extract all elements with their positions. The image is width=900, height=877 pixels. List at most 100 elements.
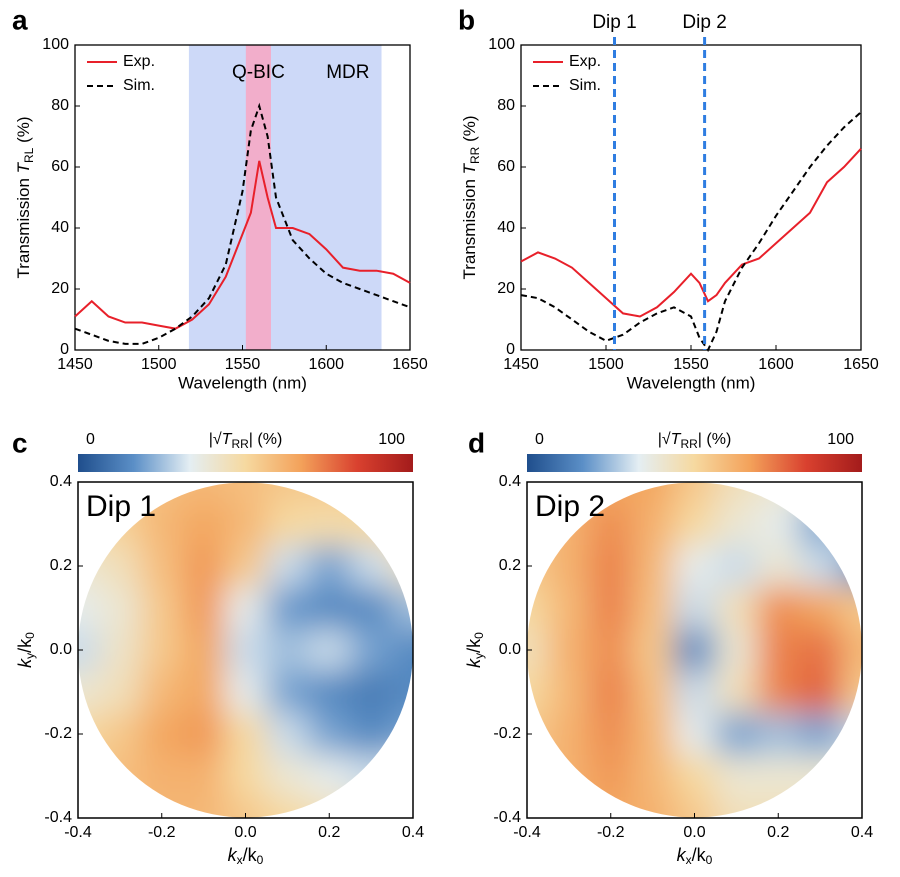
heat-cell — [224, 587, 268, 630]
heat-cell — [757, 713, 801, 756]
heat-cell — [392, 713, 413, 756]
heat-cell — [547, 797, 591, 818]
label-part: x — [237, 853, 243, 867]
heat-cell — [841, 587, 862, 630]
y-tick-label: 0.4 — [50, 473, 72, 490]
x-axis-label: kx/k0 — [677, 845, 713, 867]
heatmap — [78, 482, 413, 818]
colorbar — [527, 454, 862, 472]
y-tick-label: 20 — [497, 280, 515, 297]
y-tick-label: 40 — [497, 219, 515, 236]
heat-cell — [98, 587, 142, 630]
heat-cell — [799, 545, 843, 588]
heat-cell — [392, 545, 413, 588]
x-tick-label: 1500 — [141, 356, 177, 373]
heat-cell — [308, 671, 352, 714]
panel-letter: d — [468, 427, 485, 458]
x-axis-label: Wavelength (nm) — [627, 373, 756, 392]
label-part: T — [14, 161, 33, 173]
heat-cell — [78, 755, 100, 798]
heat-cell — [182, 755, 226, 798]
x-tick-label: -0.4 — [513, 824, 541, 841]
heat-cell — [350, 755, 394, 798]
colorbar — [78, 454, 413, 472]
x-tick-label: 1500 — [588, 356, 624, 373]
heat-cell — [589, 587, 633, 630]
x-tick-label: 1550 — [225, 356, 261, 373]
heat-cell — [715, 503, 759, 546]
heat-cell — [350, 545, 394, 588]
label-part: Transmission — [460, 174, 479, 279]
y-tick-label: 0 — [506, 341, 515, 358]
y-tick-label: 0.2 — [499, 557, 521, 574]
heat-cell — [266, 797, 310, 818]
heat-cell — [757, 755, 801, 798]
y-tick-label: 100 — [42, 36, 69, 53]
label-part: T — [671, 431, 682, 448]
heat-cell — [182, 587, 226, 630]
heat-cell — [631, 587, 675, 630]
heat-cell — [266, 503, 310, 546]
heat-cell — [757, 629, 801, 672]
heat-cell — [266, 755, 310, 798]
x-tick-label: 0.4 — [402, 824, 424, 841]
marker-label: Dip 1 — [592, 12, 636, 33]
heat-cell — [392, 503, 413, 546]
legend-label: Sim. — [569, 77, 601, 94]
heat-cell — [715, 587, 759, 630]
heat-cell — [350, 503, 394, 546]
colorbar-label: |√TRR| (%) — [658, 431, 732, 451]
label-part: Transmission — [14, 173, 33, 278]
legend-label: Exp. — [569, 53, 601, 70]
heatmap-cells — [527, 482, 862, 818]
heat-cell — [182, 671, 226, 714]
x-tick-label: 1650 — [392, 356, 428, 373]
band — [188, 45, 382, 350]
label-part: (%) — [460, 115, 479, 146]
heat-cell — [308, 629, 352, 672]
heat-cell — [673, 503, 717, 546]
y-axis-label: ky/k0 — [464, 632, 486, 668]
heat-cell — [589, 671, 633, 714]
heat-cell — [631, 797, 675, 818]
heat-cell — [841, 713, 862, 756]
heat-cell — [799, 671, 843, 714]
heat-cell — [392, 755, 413, 798]
heat-cell — [841, 503, 862, 546]
label-part: T — [460, 162, 479, 174]
legend-label: Exp. — [123, 53, 155, 70]
heat-cell — [78, 671, 100, 714]
heat-cell — [350, 629, 394, 672]
heat-cell — [673, 755, 717, 798]
heat-cell — [350, 671, 394, 714]
x-tick-label: 0.2 — [318, 824, 340, 841]
x-tick-label: -0.4 — [64, 824, 92, 841]
heat-cell — [308, 503, 352, 546]
y-tick-label: 60 — [497, 158, 515, 175]
heat-cell — [392, 587, 413, 630]
x-tick-label: 1650 — [843, 356, 879, 373]
heat-cell — [140, 671, 184, 714]
x-tick-label: 0.4 — [851, 824, 873, 841]
label-part: /k — [243, 845, 258, 865]
heat-cell — [715, 671, 759, 714]
heatmap — [527, 482, 862, 818]
series-line — [74, 102, 411, 345]
y-axis-label: Transmission TRL (%) — [14, 116, 36, 278]
y-tick-label: 20 — [51, 280, 69, 297]
y-tick-label: 0.4 — [499, 473, 521, 490]
label-part: /k — [692, 845, 707, 865]
label-part: T — [222, 431, 233, 448]
colorbar-tick-label: 100 — [378, 431, 405, 448]
heat-cell — [589, 629, 633, 672]
heat-cell — [182, 629, 226, 672]
heat-cell — [757, 503, 801, 546]
heat-cell — [527, 587, 549, 630]
heat-cell — [350, 713, 394, 756]
heat-cell — [140, 629, 184, 672]
heat-cell — [98, 797, 142, 818]
heat-cell — [224, 797, 268, 818]
y-tick-label: 40 — [51, 219, 69, 236]
label-part: |√ — [658, 431, 671, 448]
heat-cell — [799, 713, 843, 756]
